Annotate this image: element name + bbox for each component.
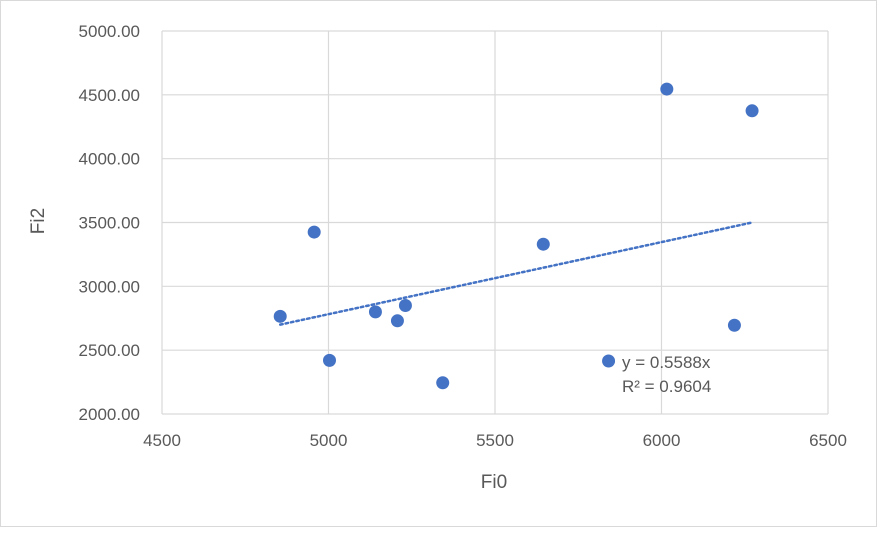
data-point — [368, 305, 382, 319]
x-tick-label: 6000 — [643, 431, 681, 450]
data-point — [307, 225, 321, 239]
trendline-r-squared: R² = 0.9604 — [622, 377, 711, 396]
y-axis-title: Fi2 — [28, 208, 49, 234]
trendline-equation: y = 0.5588x — [622, 353, 711, 372]
data-point — [536, 237, 550, 251]
data-point — [436, 376, 450, 390]
y-tick-label: 2000.00 — [79, 405, 140, 424]
data-point — [660, 82, 674, 96]
trendline — [278, 221, 754, 326]
data-point — [727, 318, 741, 332]
y-tick-label: 4000.00 — [79, 150, 140, 169]
data-point — [322, 353, 336, 367]
x-tick-label: 5500 — [476, 431, 514, 450]
data-point — [602, 354, 616, 368]
x-tick-label: 4500 — [143, 431, 181, 450]
y-axis-tick-labels: 2000.00 2500.00 3000.00 3500.00 4000.00 4500.… — [79, 22, 140, 424]
x-axis-tick-labels: 4500 5000 5500 6000 6500 — [143, 431, 847, 450]
data-point — [390, 314, 404, 328]
data-points — [273, 82, 759, 390]
trendline-group — [278, 221, 754, 326]
y-tick-label: 3500.00 — [79, 214, 140, 233]
x-tick-label: 6500 — [809, 431, 847, 450]
gridlines — [161, 30, 829, 415]
y-tick-label: 5000.00 — [79, 22, 140, 41]
y-tick-label: 3000.00 — [79, 277, 140, 296]
y-tick-label: 2500.00 — [79, 341, 140, 360]
data-point — [745, 104, 759, 118]
data-point — [398, 298, 412, 312]
x-axis-title: Fi0 — [481, 472, 507, 493]
data-point — [273, 309, 287, 323]
x-tick-label: 5000 — [310, 431, 348, 450]
y-tick-label: 4500.00 — [79, 86, 140, 105]
